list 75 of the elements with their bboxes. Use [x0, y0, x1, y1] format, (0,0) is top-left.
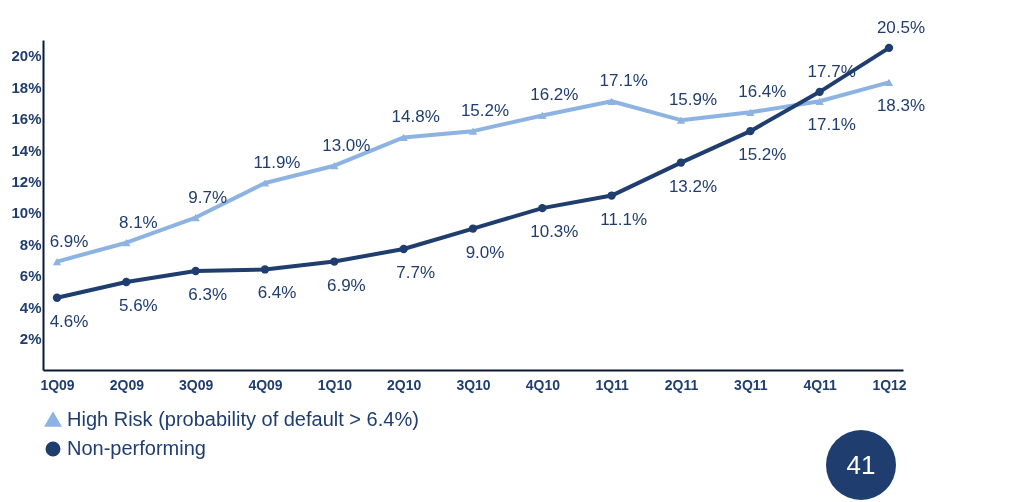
- point: [884, 43, 894, 53]
- point: [122, 277, 131, 287]
- y-tick-label: 2%: [19, 330, 42, 348]
- point: [330, 257, 339, 266]
- x-tick-label: 1Q09: [40, 376, 75, 393]
- point: [746, 126, 755, 136]
- data-label: 6.3%: [188, 285, 228, 304]
- y-tick-label: 20%: [11, 47, 42, 65]
- point: [52, 293, 62, 302]
- point: [607, 191, 616, 200]
- y-tick-label: 18%: [11, 78, 42, 96]
- data-label: 11.1%: [600, 209, 648, 229]
- x-tick-label: 3Q11: [734, 376, 768, 393]
- data-label: 9.7%: [188, 187, 228, 207]
- point: [122, 239, 131, 247]
- data-label: 9.0%: [465, 242, 505, 262]
- data-label: 16.2%: [530, 85, 579, 105]
- x-tick-label: 3Q09: [179, 376, 214, 393]
- point: [607, 97, 616, 105]
- data-label: 6.9%: [326, 275, 366, 295]
- point: [538, 111, 547, 120]
- y-tick-label: 8%: [19, 235, 42, 253]
- point: [676, 158, 686, 167]
- point: [468, 127, 478, 135]
- data-label: 7.7%: [396, 263, 436, 282]
- legend-label: Non-performing: [67, 437, 206, 459]
- y-tick-label: 16%: [11, 110, 42, 128]
- data-label: 16.4%: [738, 82, 787, 102]
- x-tick-label: 4Q11: [803, 376, 838, 393]
- point: [399, 244, 408, 254]
- point: [815, 97, 824, 105]
- point: [815, 87, 824, 97]
- x-tick-label: 2Q10: [387, 376, 422, 393]
- data-label: 13.2%: [668, 176, 718, 196]
- data-label: 15.9%: [668, 90, 718, 110]
- point: [468, 224, 478, 233]
- point: [260, 265, 270, 274]
- data-label: 14.8%: [391, 107, 440, 127]
- y-tick-label: 4%: [19, 298, 42, 316]
- y-tick-label: 10%: [11, 204, 42, 222]
- y-tick-label: 6%: [19, 267, 42, 285]
- data-label: 6.9%: [49, 231, 89, 251]
- point: [330, 162, 339, 170]
- point: [191, 266, 200, 276]
- data-label: 10.3%: [530, 222, 579, 242]
- data-label: 6.4%: [257, 283, 297, 303]
- x-tick-label: 4Q10: [525, 376, 561, 393]
- data-label: 11.9%: [253, 153, 301, 172]
- data-label: 15.2%: [738, 145, 787, 165]
- point: [399, 133, 408, 142]
- point: [746, 108, 755, 116]
- x-tick-label: 4Q09: [248, 376, 283, 393]
- point: [676, 116, 686, 124]
- x-tick-label: 1Q11: [595, 376, 630, 393]
- data-label: 4.6%: [49, 311, 89, 331]
- data-label: 17.1%: [599, 71, 648, 91]
- point: [884, 78, 894, 87]
- data-label: 15.2%: [460, 101, 510, 121]
- x-tick-label: 1Q12: [872, 376, 907, 393]
- x-tick-label: 2Q11: [664, 376, 699, 393]
- data-label: 20.5%: [876, 17, 926, 37]
- data-label: 8.1%: [118, 212, 158, 232]
- x-tick-label: 2Q09: [109, 376, 145, 393]
- data-label: 17.1%: [807, 115, 856, 135]
- x-tick-label: 3Q10: [456, 376, 491, 393]
- y-tick-label: 12%: [11, 172, 42, 190]
- data-label: 5.6%: [118, 296, 158, 315]
- data-label: 13.0%: [322, 135, 371, 155]
- y-tick-label: 14%: [11, 141, 42, 159]
- point: [538, 203, 547, 213]
- data-label: 18.3%: [876, 96, 926, 116]
- legend-label: High Risk (probability of default > 6.4%): [67, 408, 419, 430]
- point: [52, 257, 62, 266]
- point: [191, 213, 200, 222]
- x-tick-label: 1Q10: [317, 376, 353, 393]
